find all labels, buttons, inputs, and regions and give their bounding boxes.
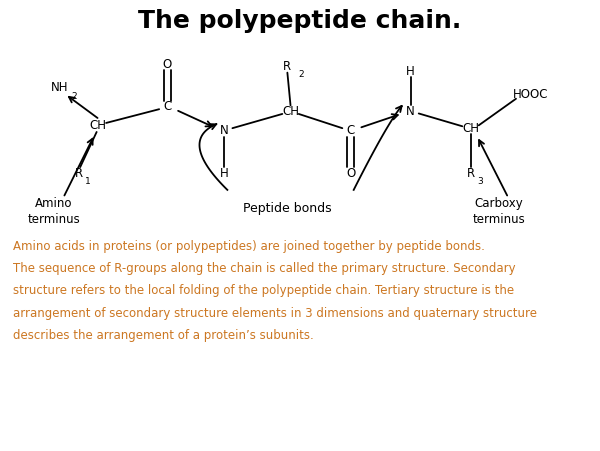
Text: structure refers to the local folding of the polypeptide chain. Tertiary structu: structure refers to the local folding of… — [13, 285, 514, 297]
Text: Peptide bonds: Peptide bonds — [243, 202, 332, 215]
Text: NH: NH — [51, 81, 69, 94]
Text: C: C — [346, 124, 355, 137]
Text: HOOC: HOOC — [513, 88, 548, 101]
Text: R: R — [283, 60, 292, 73]
Text: 3: 3 — [477, 177, 482, 186]
Text: The polypeptide chain.: The polypeptide chain. — [139, 9, 461, 33]
Text: Amino acids in proteins (or polypeptides) are joined together by peptide bonds.: Amino acids in proteins (or polypeptides… — [13, 240, 485, 253]
Text: C: C — [163, 100, 172, 113]
Text: CH: CH — [462, 122, 479, 135]
Text: H: H — [220, 167, 229, 180]
Text: O: O — [163, 58, 172, 71]
Text: 2: 2 — [299, 70, 304, 79]
Text: arrangement of secondary structure elements in 3 dimensions and quaternary struc: arrangement of secondary structure eleme… — [13, 307, 536, 320]
Text: 1: 1 — [85, 177, 91, 186]
Text: O: O — [346, 167, 355, 180]
Text: H: H — [406, 64, 415, 78]
Text: describes the arrangement of a protein’s subunits.: describes the arrangement of a protein’s… — [13, 329, 313, 342]
Text: CH: CH — [282, 105, 299, 118]
Text: CH: CH — [89, 120, 106, 132]
Text: 2: 2 — [71, 92, 77, 101]
Text: Carboxy
terminus: Carboxy terminus — [473, 197, 526, 226]
Text: N: N — [406, 105, 415, 118]
Text: R: R — [466, 167, 475, 180]
Text: N: N — [220, 124, 229, 137]
Text: Amino
terminus: Amino terminus — [28, 197, 80, 226]
Text: R: R — [75, 167, 83, 180]
Text: The sequence of R-groups along the chain is called the primary structure. Second: The sequence of R-groups along the chain… — [13, 262, 515, 275]
